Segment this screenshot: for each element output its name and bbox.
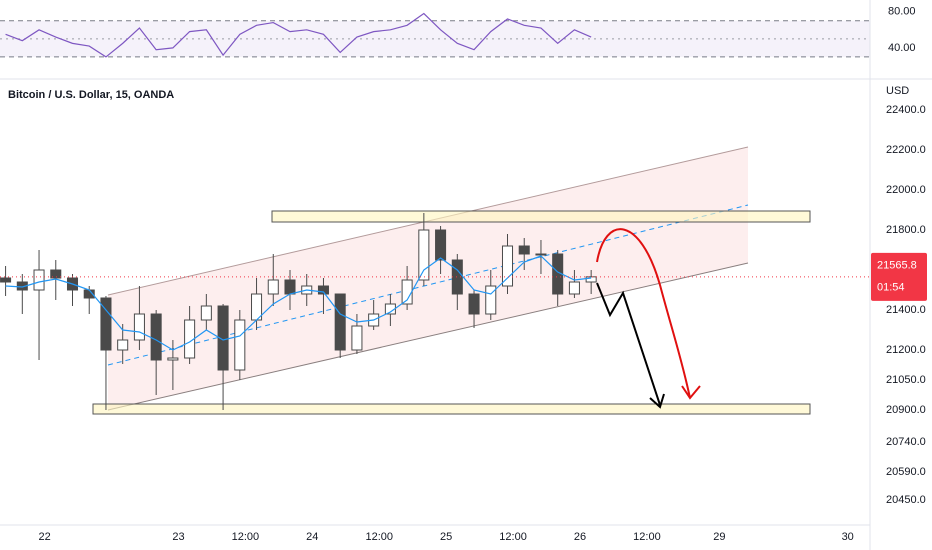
candle-body [501, 245, 514, 287]
x-tick-label: 26 [574, 531, 586, 543]
x-tick-label: 23 [172, 531, 184, 543]
rsi-tick-label: 80.00 [888, 6, 916, 18]
resistance-zone [271, 210, 811, 223]
x-tick-label: 22 [38, 531, 50, 543]
black-arrow [596, 282, 661, 406]
candle-body [200, 305, 212, 321]
candle-body [284, 279, 296, 295]
candle-body [334, 293, 346, 351]
x-tick-label: 12:00 [633, 531, 661, 543]
currency: USD [886, 85, 909, 97]
y-tick-label: 22000.0 [886, 184, 926, 196]
y-tick-label: 21050.0 [886, 374, 926, 386]
rsi-line [5, 12, 592, 58]
support-zone [92, 403, 811, 415]
x-tick-label: 12:00 [499, 531, 527, 543]
y-tick-label: 21200.0 [886, 344, 926, 356]
x-tick-label: 12:00 [365, 531, 393, 543]
last-price-label: 21565.8 [877, 260, 917, 272]
candle-body [133, 313, 145, 341]
candle-body [418, 229, 430, 281]
candle-body [468, 293, 480, 315]
candle-body [535, 253, 547, 256]
candle-body [267, 279, 279, 295]
candle-body [167, 357, 179, 361]
y-tick-label: 20900.0 [886, 404, 926, 416]
last-price-tag [871, 252, 927, 301]
candle-body [485, 285, 497, 315]
candle-body [50, 269, 62, 279]
candle-body [518, 245, 530, 255]
candle-body [0, 277, 12, 283]
black-arrowhead [649, 393, 665, 409]
channel-mid [107, 204, 749, 366]
candle-body [33, 269, 45, 291]
red-arrow [596, 228, 691, 399]
y-tick-label: 22400.0 [886, 104, 926, 116]
x-tick-label: 25 [440, 531, 452, 543]
x-tick-label: 30 [842, 531, 854, 543]
y-tick-label: 20740.0 [886, 436, 926, 448]
x-tick-label: 24 [306, 531, 318, 543]
y-tick-label: 20590.0 [886, 466, 926, 478]
chart-title: Bitcoin / U.S. Dollar, 15, OANDA [8, 89, 174, 101]
candle-body [435, 229, 447, 261]
candle-body [117, 339, 129, 351]
candle-body [150, 313, 162, 361]
countdown: 01:54 [877, 282, 905, 294]
candle-body [568, 281, 580, 295]
candle-body [234, 319, 246, 371]
candle-body [351, 325, 363, 351]
x-tick-label: 29 [713, 531, 725, 543]
red-arrowhead [681, 385, 701, 400]
candle-body [217, 305, 229, 371]
y-tick-label: 20450.0 [886, 494, 926, 506]
y-tick-label: 22200.0 [886, 144, 926, 156]
moving-average [5, 255, 592, 351]
candle-body [317, 285, 329, 295]
candle-body [585, 276, 597, 283]
y-tick-label: 21800.0 [886, 224, 926, 236]
rsi-tick-label: 40.00 [888, 42, 916, 54]
candle-body [100, 297, 112, 351]
x-tick-label: 12:00 [232, 531, 260, 543]
y-tick-label: 21400.0 [886, 304, 926, 316]
channel-lower [107, 262, 749, 411]
